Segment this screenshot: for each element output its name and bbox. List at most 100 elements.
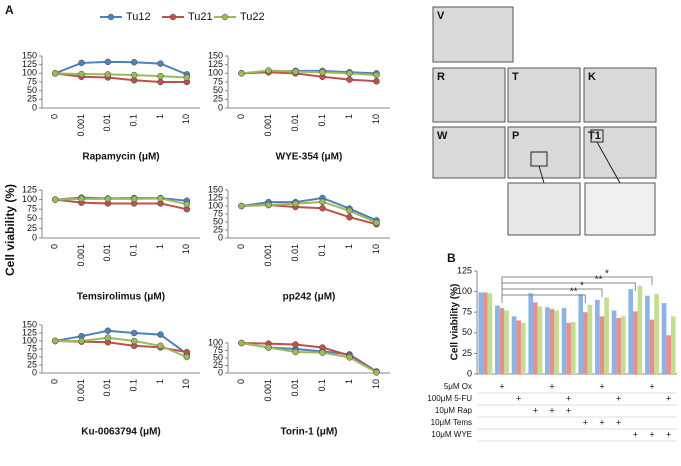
data-point xyxy=(104,334,112,342)
y-tick-label: 0 xyxy=(467,368,472,378)
y-tick-label: 25 xyxy=(213,224,223,234)
series-line xyxy=(54,329,188,355)
micrograph-label: K xyxy=(588,71,596,83)
significance-label: ** xyxy=(570,287,578,298)
x-tick-label: 0.1 xyxy=(317,244,327,257)
x-tick-label: 0.1 xyxy=(129,244,139,257)
x-axis-title: Torin-1 (μM) xyxy=(280,427,337,438)
x-tick-label: 0.01 xyxy=(290,379,300,397)
series-line xyxy=(55,72,187,79)
treatment-mark: + xyxy=(566,393,571,403)
data-point xyxy=(346,70,353,77)
data-point xyxy=(183,200,191,208)
treatment-label: 5μM Ox xyxy=(444,382,472,391)
data-point xyxy=(104,195,112,203)
legend-label: Tu22 xyxy=(240,11,265,23)
panel-label: B xyxy=(447,251,456,265)
y-tick-label: 75 xyxy=(213,76,223,86)
y-tick-label: 25 xyxy=(27,94,37,104)
y-tick-label: 0 xyxy=(218,232,223,242)
data-point xyxy=(319,349,326,356)
series-line xyxy=(55,336,188,358)
data-point xyxy=(104,327,112,335)
data-point xyxy=(292,348,299,356)
data-point xyxy=(373,78,380,85)
data-point xyxy=(265,67,272,74)
y-tick-label: 50 xyxy=(27,351,37,361)
panel-label: A xyxy=(5,3,14,17)
data-point xyxy=(319,204,326,212)
x-tick-label: 10 xyxy=(181,244,191,254)
bar xyxy=(561,308,567,374)
data-point xyxy=(51,337,59,345)
data-point xyxy=(265,344,272,351)
data-point xyxy=(130,58,138,66)
data-point xyxy=(346,354,353,361)
x-tick-label: 0.1 xyxy=(129,114,139,127)
data-point xyxy=(319,198,326,206)
y-axis-title: Cell viability (%) xyxy=(450,284,461,361)
y-tick-label: 75 xyxy=(27,343,37,353)
legend-label: Tu21 xyxy=(188,11,213,23)
data-point xyxy=(78,70,85,78)
y-tick-label: 0 xyxy=(218,102,223,112)
micrograph-inset xyxy=(584,182,656,236)
bar xyxy=(537,306,543,374)
data-point xyxy=(78,337,85,345)
y-tick-label: 50 xyxy=(213,216,223,226)
treatment-label: 10μM Rap xyxy=(435,406,473,415)
bar xyxy=(583,312,588,374)
bar xyxy=(654,294,659,374)
data-point xyxy=(292,200,299,208)
treatment-label: 10μM Tems xyxy=(431,418,472,427)
data-point xyxy=(183,74,191,81)
x-tick-label: 1 xyxy=(344,114,354,119)
y-tick-label: 0 xyxy=(32,102,37,112)
x-tick-label: 0.001 xyxy=(263,114,273,137)
treatment-mark: + xyxy=(599,417,604,427)
y-tick-label: 25 xyxy=(27,223,37,233)
y-tick-label: 25 xyxy=(213,94,223,104)
bar xyxy=(487,293,493,374)
series-line xyxy=(55,340,188,354)
x-tick-label: 0.1 xyxy=(317,379,327,392)
y-tick-label: 50 xyxy=(27,213,37,223)
y-tick-label: 75 xyxy=(462,307,472,317)
x-tick-label: 0.001 xyxy=(263,244,273,267)
bar xyxy=(666,335,671,374)
bar xyxy=(516,320,521,374)
bar xyxy=(554,310,559,374)
x-tick-label: 10 xyxy=(181,379,191,389)
significance-label: ** xyxy=(595,275,603,286)
bar xyxy=(504,310,509,374)
x-tick-label: 0 xyxy=(236,114,246,119)
x-tick-label: 10 xyxy=(371,244,381,254)
zoom-line xyxy=(596,141,621,184)
significance-bracket xyxy=(501,282,636,291)
x-tick-label: 0.1 xyxy=(317,114,327,127)
x-tick-label: 1 xyxy=(344,244,354,249)
x-axis-title: Rapamycin (μM) xyxy=(82,152,159,163)
y-tick-label: 0 xyxy=(32,367,37,377)
x-axis-title: Ku-0063794 (μM) xyxy=(81,427,160,438)
significance-label: * xyxy=(580,281,584,292)
data-point xyxy=(130,195,138,203)
data-point xyxy=(78,195,85,203)
treatment-mark: + xyxy=(666,429,671,439)
treatment-label: 100μM 5-FU xyxy=(427,394,472,403)
data-point xyxy=(238,339,245,347)
series-line xyxy=(241,342,377,374)
data-point xyxy=(157,195,164,202)
data-point xyxy=(130,71,138,79)
bar xyxy=(528,293,534,374)
y-tick-label: 100 xyxy=(22,194,37,204)
micrograph-inset xyxy=(507,182,581,236)
y-tick-label: 0 xyxy=(218,367,223,377)
series-line xyxy=(241,71,377,83)
x-tick-label: 0.01 xyxy=(102,114,112,132)
bar xyxy=(578,294,584,374)
y-tick-label: 50 xyxy=(213,85,223,95)
significance-bracket xyxy=(501,276,653,285)
bar xyxy=(511,316,517,374)
data-point xyxy=(104,58,112,66)
